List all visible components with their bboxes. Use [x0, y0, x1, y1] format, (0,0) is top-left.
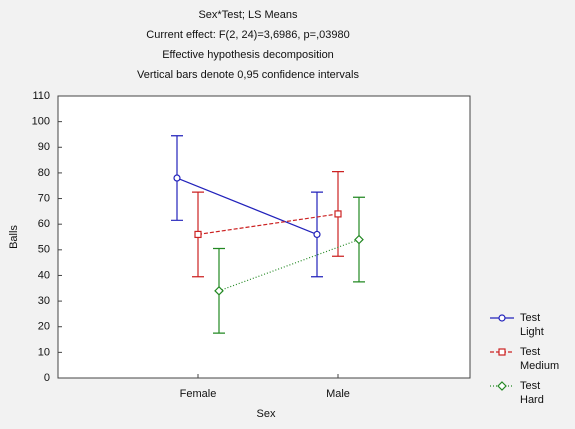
- x-tick-label: Female: [180, 388, 217, 400]
- legend-label: Light: [520, 326, 544, 338]
- marker: [214, 285, 224, 296]
- marker: [354, 234, 364, 245]
- legend-label: Hard: [520, 394, 544, 406]
- legend-label: Test: [520, 380, 540, 392]
- subtitle: Vertical bars denote 0,95 confidence int…: [137, 69, 359, 81]
- legend-label: Medium: [520, 360, 559, 372]
- y-tick-label: 80: [38, 167, 50, 179]
- y-tick-label: 70: [38, 192, 50, 204]
- y-tick-label: 110: [32, 90, 50, 102]
- y-tick-label: 10: [38, 346, 50, 358]
- subtitle: Current effect: F(2, 24)=3,6986, p=,0398…: [146, 29, 349, 41]
- subtitle: Effective hypothesis decomposition: [162, 49, 334, 61]
- legend-label: Test: [520, 312, 540, 324]
- x-axis-label: Sex: [257, 408, 276, 420]
- series-line: [176, 177, 318, 235]
- marker: [313, 230, 321, 239]
- marker: [334, 210, 342, 218]
- y-axis-label: Balls: [8, 225, 20, 249]
- y-tick-label: 20: [38, 321, 50, 333]
- series-line: [218, 239, 360, 292]
- marker: [173, 174, 181, 182]
- marker: [194, 230, 202, 239]
- chart-title: Sex*Test; LS Means: [198, 9, 298, 21]
- x-tick-label: Male: [326, 388, 350, 400]
- marker: [498, 348, 506, 356]
- plot-area: [57, 95, 471, 379]
- series-line: [197, 213, 339, 236]
- y-tick-label: 50: [38, 244, 50, 256]
- y-tick-label: 60: [38, 218, 50, 230]
- y-tick-label: 100: [32, 116, 50, 128]
- y-tick-label: 0: [44, 372, 50, 384]
- marker: [497, 381, 507, 391]
- legend-label: Test: [520, 346, 540, 358]
- y-tick-label: 40: [38, 269, 50, 281]
- marker: [498, 314, 506, 322]
- y-tick-label: 90: [38, 141, 50, 153]
- y-tick-label: 30: [38, 295, 50, 307]
